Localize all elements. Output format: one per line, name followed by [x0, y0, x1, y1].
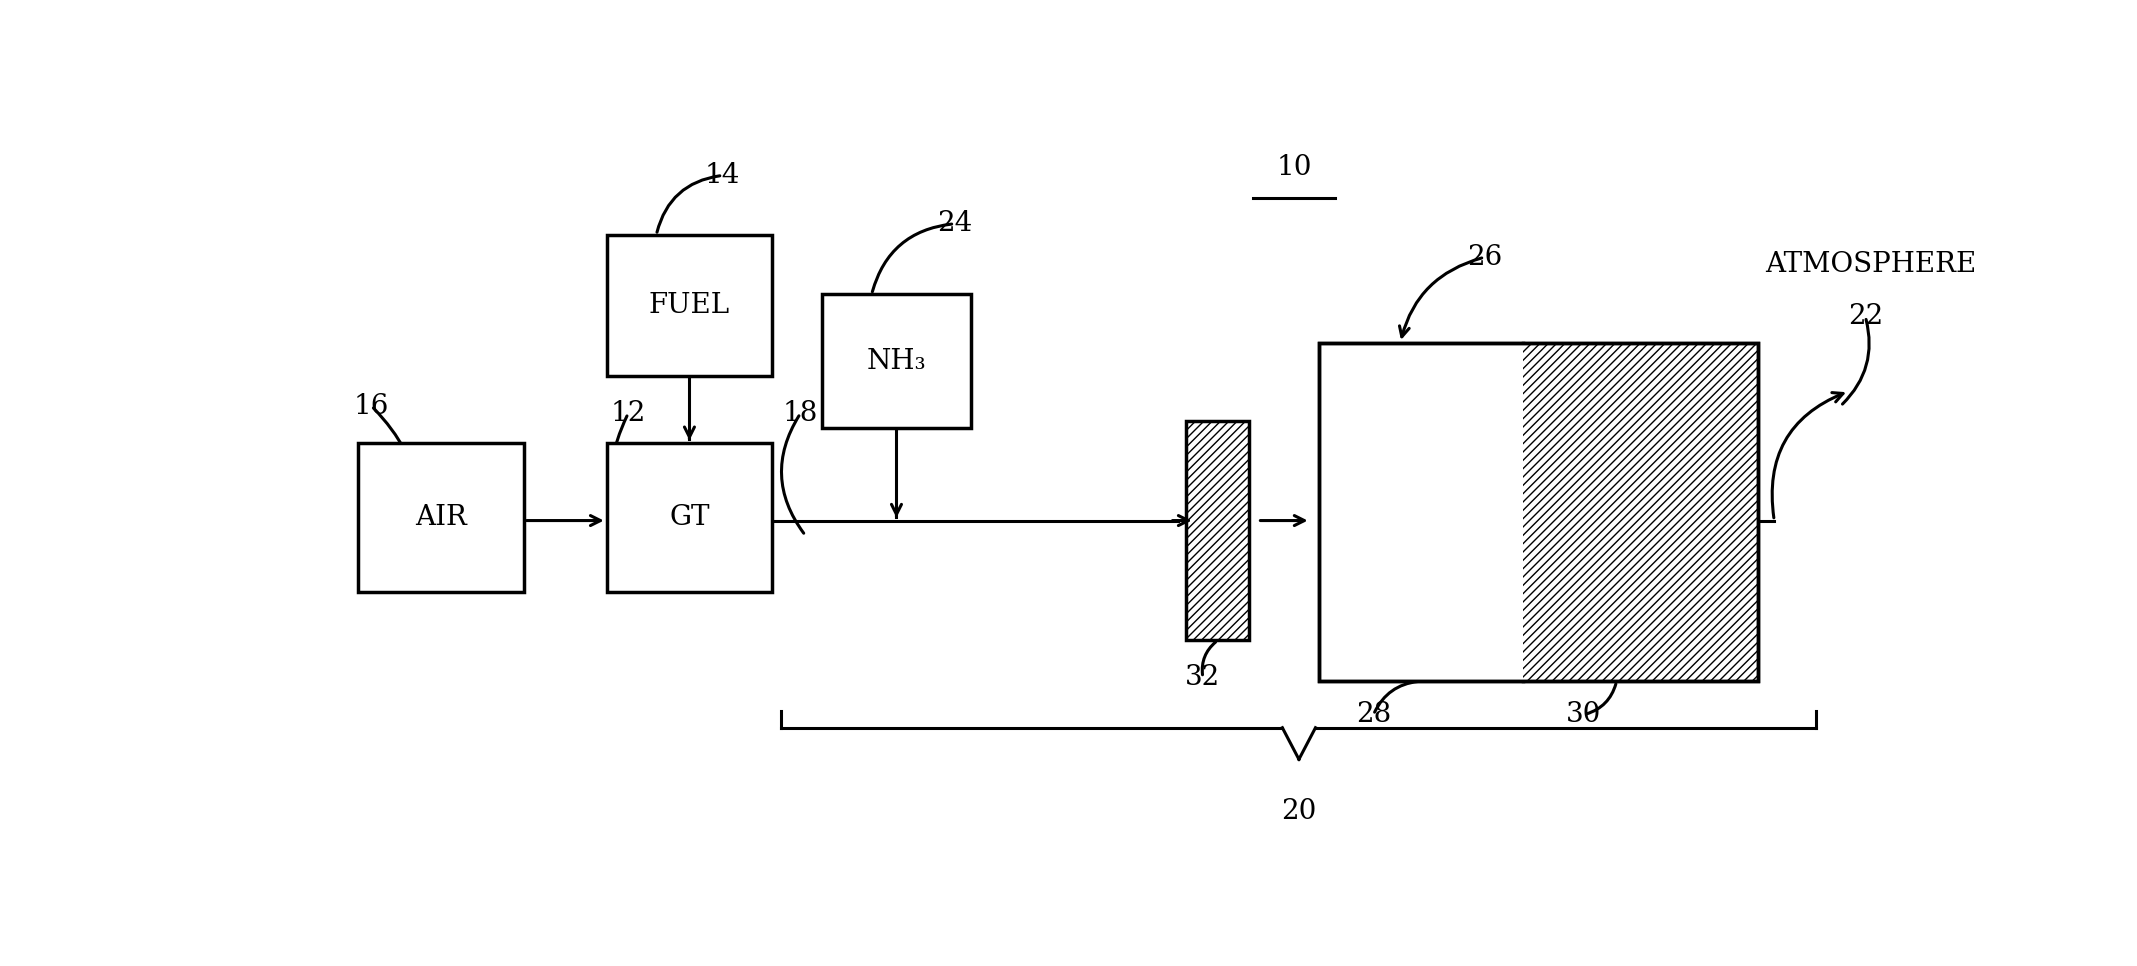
Bar [607, 443, 771, 592]
Text: 26: 26 [1466, 243, 1502, 270]
Text: 18: 18 [782, 400, 818, 427]
Bar [1186, 421, 1250, 640]
Text: 14: 14 [705, 162, 739, 189]
Bar [1186, 421, 1250, 640]
Bar [823, 295, 970, 428]
Text: 30: 30 [1566, 701, 1601, 728]
Text: 16: 16 [355, 392, 389, 419]
Text: NH₃: NH₃ [868, 348, 925, 375]
Bar [607, 235, 771, 376]
Bar [1319, 343, 1759, 681]
Text: 22: 22 [1849, 303, 1883, 330]
Bar [359, 443, 524, 592]
Text: FUEL: FUEL [650, 292, 731, 319]
Text: 12: 12 [611, 400, 645, 427]
Bar [1319, 343, 1759, 681]
Text: ATMOSPHERE: ATMOSPHERE [1765, 251, 1977, 278]
Text: AIR: AIR [415, 504, 468, 531]
Bar [1522, 343, 1759, 681]
Text: GT: GT [669, 504, 709, 531]
Bar [1319, 343, 1522, 681]
Text: 20: 20 [1282, 798, 1316, 825]
Text: 32: 32 [1186, 664, 1220, 691]
Text: 24: 24 [936, 211, 972, 238]
Text: 10: 10 [1276, 155, 1312, 182]
Text: 28: 28 [1355, 701, 1391, 728]
